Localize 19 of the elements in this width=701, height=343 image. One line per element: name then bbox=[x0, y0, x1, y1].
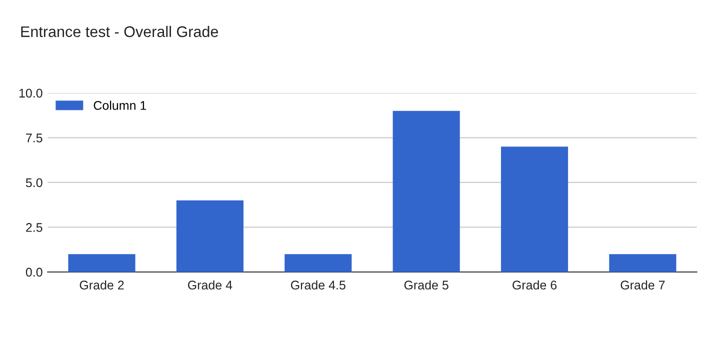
bar bbox=[284, 254, 352, 272]
bar bbox=[68, 254, 136, 272]
x-tick-label: Grade 6 bbox=[512, 280, 557, 290]
legend-label: Column 1 bbox=[94, 100, 146, 110]
x-tick-label: Grade 7 bbox=[620, 280, 665, 290]
chart-title: Entrance test - Overall Grade bbox=[21, 26, 218, 38]
y-tick-label: 10.0 bbox=[19, 88, 42, 98]
bar bbox=[176, 200, 244, 272]
bar bbox=[609, 254, 676, 272]
y-tick-label: 2.5 bbox=[26, 223, 42, 232]
x-tick-label: Grade 5 bbox=[404, 280, 448, 290]
x-tick-label: Grade 2 bbox=[80, 280, 124, 290]
y-tick-label: 7.5 bbox=[26, 134, 42, 142]
bar bbox=[392, 110, 460, 272]
y-tick-label: 0.0 bbox=[26, 268, 42, 277]
x-tick-label: Grade 4.5 bbox=[290, 280, 346, 290]
y-tick-label: 5.0 bbox=[26, 178, 42, 188]
x-tick-label: Grade 4 bbox=[188, 280, 232, 290]
bar bbox=[500, 146, 568, 272]
